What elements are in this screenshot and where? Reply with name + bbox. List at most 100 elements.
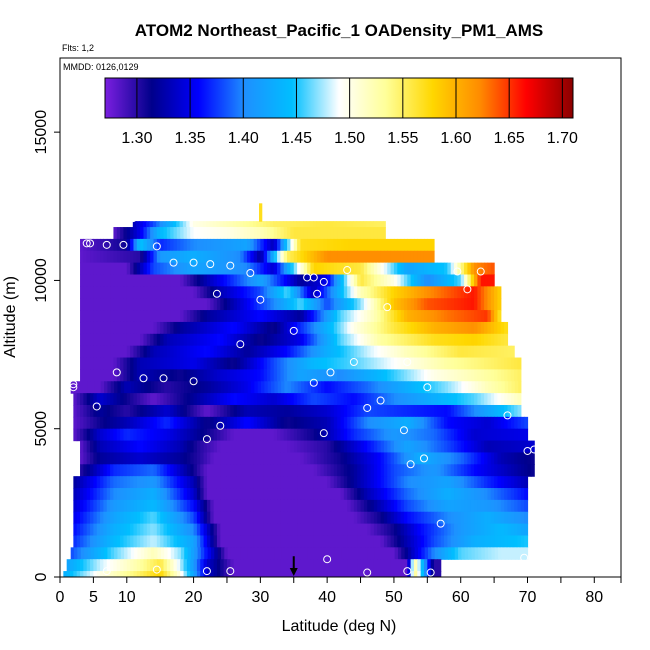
curtain-cell: [330, 571, 335, 577]
curtain-cell: [213, 357, 218, 370]
curtain-cell: [100, 571, 105, 577]
curtain-cell: [417, 238, 422, 252]
curtain-cell: [524, 488, 529, 501]
curtain-cell: [434, 274, 438, 287]
curtain-cell: [437, 393, 442, 406]
curtain-cell: [144, 381, 149, 394]
curtain-cell: [120, 476, 125, 489]
curtain-cell: [440, 476, 445, 489]
curtain-cell: [100, 393, 105, 406]
curtain-cell: [247, 499, 251, 513]
curtain-cell: [397, 511, 402, 525]
curtain-cell: [143, 333, 148, 347]
curtain-cell: [367, 381, 372, 394]
curtain-cell: [153, 452, 158, 465]
curtain-cell: [123, 476, 128, 489]
curtain-cell: [460, 369, 465, 382]
curtain-cell: [464, 499, 468, 513]
curtain-cell: [213, 393, 218, 406]
curtain-cell: [80, 559, 84, 572]
curtain-cell: [200, 369, 205, 382]
curtain-cell: [287, 559, 292, 572]
curtain-cell: [103, 310, 108, 323]
curtain-cell: [143, 393, 148, 406]
curtain-cell: [76, 416, 81, 430]
curtain-cell: [170, 227, 175, 240]
curtain-cell: [120, 571, 125, 577]
curtain-cell: [230, 547, 235, 560]
curtain-cell: [176, 274, 181, 287]
curtain-cell: [196, 357, 201, 370]
curtain-cell: [333, 227, 338, 240]
curtain-cell: [267, 321, 271, 335]
curtain-cell: [277, 381, 282, 394]
curtain-cell: [80, 274, 84, 287]
curtain-cell: [180, 535, 185, 548]
curtain-cell: [350, 523, 355, 537]
curtain-cell: [193, 404, 198, 418]
curtain-cell: [206, 428, 211, 442]
curtain-cell: [350, 571, 355, 577]
curtain-cell: [96, 404, 101, 418]
curtain-cell: [260, 416, 265, 430]
curtain-cell: [454, 274, 458, 287]
curtain-cell: [383, 238, 388, 252]
curtain-cell: [270, 452, 275, 465]
curtain-cell: [140, 262, 145, 276]
curtain-cell: [350, 404, 355, 418]
curtain-cell: [380, 499, 385, 513]
curtain-cell: [90, 321, 94, 335]
curtain-cell: [407, 238, 412, 252]
curtain-cell: [176, 310, 181, 323]
curtain-cell: [380, 571, 385, 577]
curtain-cell: [126, 535, 131, 548]
curtain-cell: [377, 511, 382, 525]
curtain-cell: [140, 333, 145, 347]
curtain-cell: [170, 262, 175, 276]
curtain-cell: [183, 523, 188, 537]
curtain-cell: [430, 523, 435, 537]
curtain-cell: [363, 428, 368, 442]
curtain-cell: [307, 488, 312, 501]
curtain-cell: [280, 535, 285, 548]
curtain-cell: [126, 464, 131, 477]
curtain-cell: [520, 440, 525, 454]
curtain-cell: [267, 250, 271, 264]
curtain-cell: [293, 333, 298, 347]
curtain-cell: [100, 464, 105, 477]
curtain-cell: [236, 357, 241, 370]
curtain-cell: [213, 416, 218, 430]
curtain-cell: [203, 511, 208, 525]
curtain-cell: [80, 298, 84, 311]
curtain-cell: [337, 333, 342, 347]
curtain-cell: [397, 321, 402, 335]
curtain-cell: [437, 428, 442, 442]
curtain-cell: [140, 381, 145, 394]
curtain-cell: [190, 547, 195, 560]
curtain-cell: [490, 428, 495, 442]
curtain-cell: [391, 381, 396, 394]
curtain-cell: [300, 286, 305, 299]
curtain-cell: [253, 286, 258, 299]
curtain-cell: [511, 547, 516, 560]
curtain-cell: [106, 274, 111, 287]
curtain-cell: [397, 559, 402, 572]
curtain-cell: [206, 440, 211, 454]
curtain-cell: [320, 227, 325, 240]
curtain-cell: [220, 452, 225, 465]
curtain-cell: [260, 499, 265, 513]
curtain-cell: [166, 535, 171, 548]
curtain-cell: [397, 333, 402, 347]
curtain-cell: [403, 262, 408, 276]
curtain-cell: [116, 357, 121, 370]
curtain-cell: [500, 393, 505, 406]
curtain-cell: [120, 404, 125, 418]
curtain-cell: [333, 321, 338, 335]
curtain-cell: [484, 511, 489, 525]
curtain-cell: [434, 404, 438, 418]
curtain-cell: [291, 381, 296, 394]
curtain-cell: [427, 476, 432, 489]
curtain-cell: [363, 488, 368, 501]
curtain-cell: [103, 357, 108, 370]
curtain-cell: [203, 357, 208, 370]
